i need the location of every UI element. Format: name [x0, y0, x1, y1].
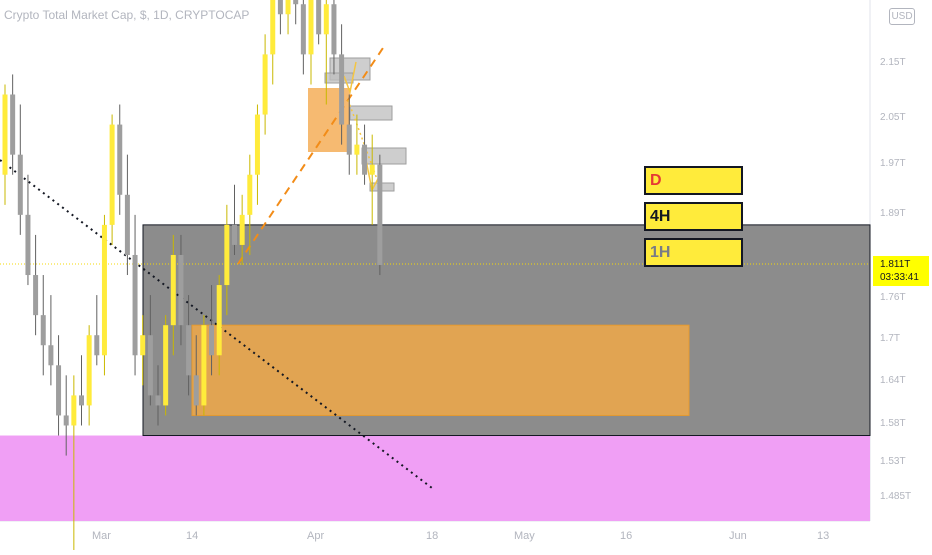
- candle: [293, 0, 299, 5]
- candle: [101, 224, 107, 356]
- candle: [270, 0, 276, 55]
- candle: [254, 114, 260, 175]
- candle: [209, 325, 215, 356]
- candle: [25, 214, 31, 276]
- price-tick-label: 1.53T: [880, 456, 906, 467]
- time-tick-label: Mar: [92, 530, 111, 542]
- gray-fvg-box: [324, 72, 354, 84]
- candle: [339, 54, 345, 125]
- time-tick-label: 13: [817, 530, 830, 542]
- candle: [155, 395, 161, 406]
- candle: [170, 254, 176, 326]
- candle: [132, 254, 138, 356]
- descending-trendline: [0, 159, 433, 489]
- candle: [316, 0, 322, 35]
- orange-order-block: [191, 324, 690, 416]
- symbol-title[interactable]: Crypto Total Market Cap, $, 1D, CRYPTOCA…: [4, 8, 250, 22]
- candle: [262, 54, 268, 115]
- candle: [10, 94, 16, 155]
- timeframe-label-d[interactable]: D: [644, 166, 743, 195]
- candle: [247, 174, 253, 215]
- candle: [86, 335, 92, 406]
- timeframe-label-1h[interactable]: 1H: [644, 238, 743, 267]
- candle: [79, 395, 84, 406]
- candle: [377, 164, 383, 266]
- price-tick-label: 1.76T: [880, 292, 906, 303]
- candle: [323, 4, 329, 35]
- last-price-tag: 1.811T 03:33:41: [873, 256, 929, 286]
- candle: [71, 395, 77, 426]
- price-tick-label: 1.485T: [880, 491, 912, 502]
- timeframe-4h-text: 4H: [650, 208, 671, 225]
- time-tick-label: 14: [186, 530, 199, 542]
- candle: [63, 415, 69, 426]
- bar-countdown: 03:33:41: [880, 272, 919, 283]
- candle: [232, 224, 237, 245]
- candle: [331, 4, 337, 55]
- time-tick-label: Jun: [729, 530, 747, 542]
- candle: [147, 335, 153, 396]
- time-tick-label: May: [514, 530, 535, 542]
- ascending-trendline: [237, 44, 386, 265]
- candle: [216, 285, 222, 356]
- timeframe-1h-text: 1H: [650, 244, 671, 261]
- candle: [239, 214, 245, 245]
- candle: [48, 345, 54, 366]
- candle: [369, 164, 375, 175]
- candle: [201, 325, 207, 406]
- price-tick-label: 2.15T: [880, 57, 906, 68]
- price-tick-label: 1.97T: [880, 158, 906, 169]
- price-tick-label: 2.05T: [880, 112, 906, 123]
- candle: [163, 325, 169, 406]
- candle: [117, 124, 123, 195]
- price-tick-label: 1.89T: [880, 208, 906, 219]
- gray-fvg-box: [361, 147, 407, 165]
- price-tick-label: 1.64T: [880, 375, 906, 386]
- price-tick-label: 1.58T: [880, 418, 906, 429]
- candle: [40, 315, 46, 346]
- last-price-value: 1.811T: [880, 259, 911, 270]
- candle: [300, 4, 306, 55]
- candle: [109, 124, 115, 225]
- candle: [94, 335, 100, 356]
- candle: [2, 94, 8, 175]
- timeframe-d-text: D: [650, 172, 662, 189]
- price-tick-label: 1.7T: [880, 333, 901, 344]
- gray-fvg-box: [349, 105, 393, 121]
- candle: [193, 375, 199, 406]
- candle: [124, 194, 130, 255]
- time-tick-label: 16: [620, 530, 633, 542]
- time-tick-label: Apr: [307, 530, 325, 542]
- currency-button[interactable]: USD: [889, 8, 915, 25]
- time-tick-label: 18: [426, 530, 439, 542]
- candle: [33, 275, 39, 316]
- candle: [285, 0, 291, 15]
- candle: [17, 154, 23, 215]
- candle: [186, 325, 192, 376]
- candle: [224, 224, 230, 286]
- candle: [354, 144, 360, 155]
- candle: [362, 144, 368, 175]
- candle: [178, 254, 184, 326]
- pink-zone: [0, 435, 870, 521]
- candle: [308, 0, 314, 55]
- candle: [140, 335, 146, 356]
- candle: [346, 124, 352, 155]
- timeframe-label-4h[interactable]: 4H: [644, 202, 743, 231]
- candle: [56, 365, 62, 416]
- candle: [277, 0, 283, 15]
